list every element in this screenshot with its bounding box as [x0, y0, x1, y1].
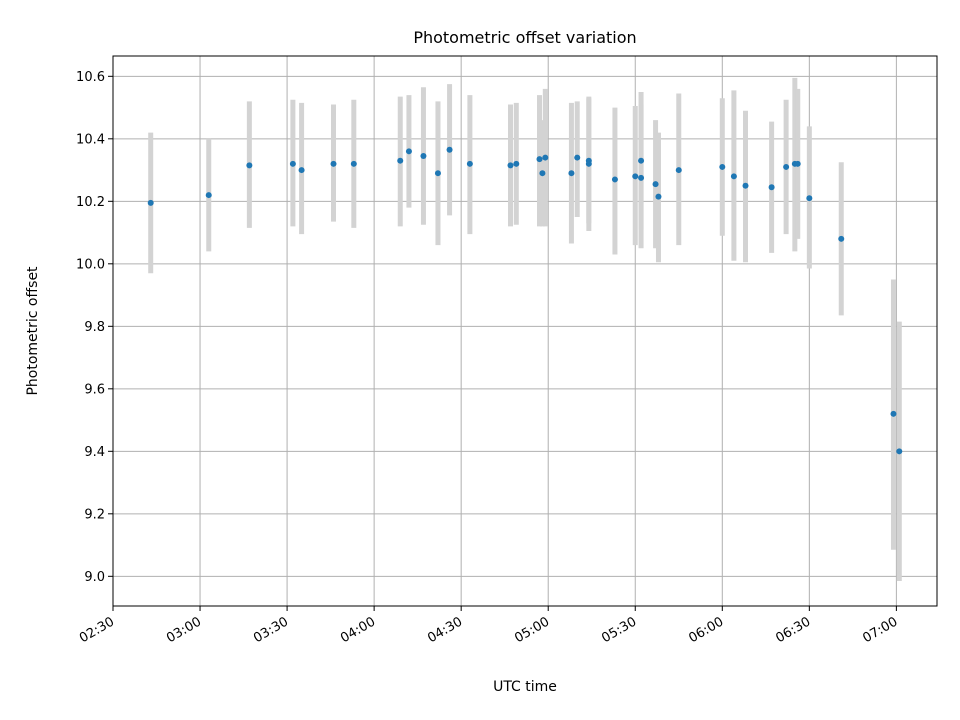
y-tick-label: 9.0 [84, 570, 105, 585]
data-point [719, 163, 726, 170]
data-point [768, 184, 775, 191]
data-point [896, 448, 903, 455]
data-point [446, 146, 453, 153]
data-point [783, 163, 790, 170]
y-tick-label: 10.0 [76, 257, 105, 272]
data-point [611, 176, 618, 183]
data-point [536, 156, 543, 163]
data-point [638, 174, 645, 181]
data-point [434, 170, 441, 177]
y-axis-label: Photometric offset [25, 266, 41, 396]
data-point [246, 162, 253, 169]
chart-title: Photometric offset variation [413, 28, 636, 47]
y-tick-label: 9.6 [84, 382, 105, 397]
data-point [147, 199, 154, 206]
data-point [513, 160, 520, 167]
data-point [574, 154, 581, 161]
data-point [298, 167, 305, 174]
data-point [794, 160, 801, 167]
data-point [466, 160, 473, 167]
x-tick-label: 03:30 [251, 614, 291, 646]
y-tick-label: 9.4 [84, 445, 105, 460]
y-tick-label: 10.4 [76, 132, 105, 147]
x-axis: 02:30 03:00 03:30 04:00 04:30 05:00 05:30 06:00… [77, 606, 900, 646]
data-points [147, 146, 903, 455]
x-tick-label: 07:00 [860, 614, 900, 646]
data-point [507, 162, 514, 169]
data-point [330, 160, 337, 167]
data-point [542, 154, 549, 161]
data-point [397, 157, 404, 164]
x-tick-label: 02:30 [77, 614, 117, 646]
plot-frame [112, 55, 938, 607]
data-point [420, 153, 427, 159]
data-point [890, 410, 897, 417]
x-tick-label: 03:00 [164, 614, 204, 646]
data-point [730, 173, 737, 180]
data-point [350, 160, 357, 167]
data-point [205, 192, 212, 199]
x-tick-label: 05:00 [512, 614, 552, 646]
x-tick-label: 06:00 [686, 614, 726, 646]
data-point [405, 148, 412, 155]
data-point [568, 170, 575, 177]
data-point [289, 160, 296, 167]
x-axis-label: UTC time [493, 679, 557, 695]
y-tick-label: 10.2 [76, 195, 105, 210]
data-point [539, 170, 546, 177]
y-tick-label: 10.6 [76, 70, 105, 85]
y-tick-label: 9.2 [84, 507, 105, 522]
data-point [838, 235, 845, 242]
data-point [742, 182, 749, 189]
y-tick-label: 9.8 [84, 320, 105, 335]
x-tick-label: 04:00 [338, 614, 378, 646]
x-tick-label: 05:30 [599, 614, 639, 646]
data-point [806, 195, 813, 202]
data-point [655, 193, 662, 200]
data-point [585, 160, 592, 167]
y-axis: 9.0 9.2 9.4 9.6 9.8 10.0 10.2 10.4 10.6 [76, 70, 113, 585]
x-tick-label: 04:30 [425, 614, 465, 646]
data-point [638, 157, 645, 164]
x-tick-label: 06:30 [773, 614, 813, 646]
data-point [632, 173, 639, 180]
data-point [652, 181, 659, 188]
data-point [675, 167, 682, 174]
